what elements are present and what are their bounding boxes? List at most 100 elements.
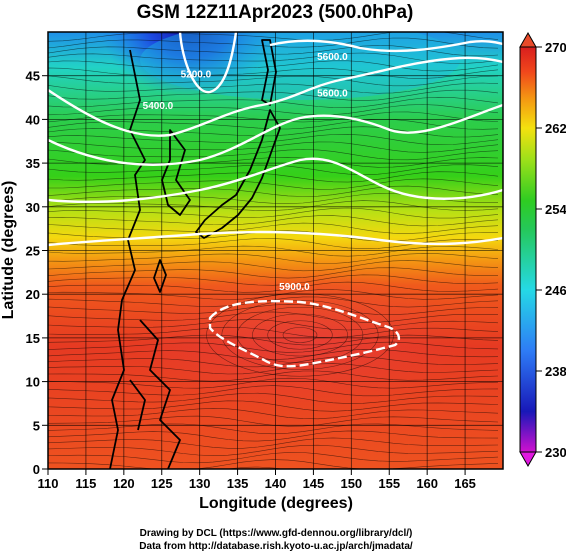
colorbar-tick-label: 262 <box>545 121 566 136</box>
colorbar-ticks: 230 238 246 254 262 270 <box>536 40 566 460</box>
streamline <box>48 437 499 449</box>
streamline <box>48 341 499 353</box>
y-tick-label: 40 <box>26 112 40 127</box>
vortex-streamline <box>221 300 379 370</box>
vortex-streamline <box>252 313 348 357</box>
colorbar-tick-label: 230 <box>545 445 566 460</box>
streamline <box>48 253 499 264</box>
x-tick-label: 110 <box>38 476 59 491</box>
streamline <box>48 392 499 404</box>
contour-5600 <box>48 103 503 167</box>
contour-label: 5400.0 <box>143 101 174 112</box>
colorbar-tick-label: 270 <box>545 40 566 55</box>
colorbar: 230 238 246 254 262 270 <box>519 31 566 468</box>
vortex-streamline <box>267 320 333 350</box>
y-tick-label: 30 <box>26 200 40 215</box>
streamline <box>48 415 499 427</box>
streamline <box>48 178 499 190</box>
colorbar-tick-label: 254 <box>545 202 566 217</box>
contour-5400 <box>48 56 503 137</box>
contour-label: 5600.0 <box>317 52 348 63</box>
contour-labels: 5600.0 5600.0 5400.0 5200.0 5900.0 <box>143 52 348 293</box>
streamline <box>48 126 499 138</box>
streamline <box>48 60 499 72</box>
y-tick-label: 35 <box>26 156 40 171</box>
streamline <box>48 311 499 323</box>
x-axis-label: Longitude (degrees) <box>199 495 353 512</box>
streamline <box>48 444 499 457</box>
streamline <box>48 222 499 234</box>
sakhalin-coastline <box>261 39 277 106</box>
streamline <box>225 466 285 469</box>
streamline <box>48 141 499 153</box>
asia-coastline <box>109 49 146 469</box>
y-axis-label: Latitude (degrees) <box>0 181 17 320</box>
streamline <box>48 37 499 49</box>
x-tick-label: 120 <box>113 476 135 491</box>
streamline <box>48 67 499 79</box>
contour-label: 5600.0 <box>317 89 348 100</box>
streamline <box>48 260 499 272</box>
streamline <box>48 104 499 116</box>
y-tick-label: 25 <box>26 244 40 259</box>
streamline <box>48 334 499 346</box>
streamline <box>48 274 499 286</box>
x-tick-label: 130 <box>189 476 211 491</box>
footer-drawing-credit: Drawing by DCL (https://www.gfd-dennou.o… <box>140 528 413 539</box>
x-tick-label: 140 <box>265 476 287 491</box>
contour-label: 5200.0 <box>181 69 212 80</box>
streamline <box>48 303 499 316</box>
vortex-streamline <box>282 327 318 343</box>
y-tick-label: 45 <box>26 69 40 84</box>
streamline <box>48 89 499 101</box>
philippines-coastline <box>129 319 181 469</box>
contour-5900 <box>208 299 401 368</box>
streamline <box>48 370 499 382</box>
x-tick-label: 115 <box>75 476 96 491</box>
x-tick-label: 160 <box>416 476 438 491</box>
streamline <box>48 348 499 361</box>
colorbar-max-arrow <box>519 31 537 48</box>
contour-label: 5900.0 <box>279 282 310 293</box>
colorbar-tick-label: 246 <box>545 283 566 298</box>
colorbar-tick-label: 238 <box>545 364 566 379</box>
streamline <box>48 400 499 412</box>
y-tick-label: 10 <box>26 375 40 390</box>
x-tick-label: 125 <box>151 476 173 491</box>
streamline <box>48 149 499 161</box>
streamline <box>48 267 498 279</box>
streamline <box>48 385 499 397</box>
streamline <box>48 133 499 146</box>
x-tick-label: 155 <box>378 476 400 491</box>
x-tick-label: 150 <box>340 476 362 491</box>
streamline <box>48 215 499 227</box>
x-tick-label: 165 <box>454 476 476 491</box>
contour-5800 <box>48 230 503 247</box>
streamline <box>48 408 499 420</box>
contour-5200 <box>178 32 238 94</box>
x-tick-label: 145 <box>303 476 325 491</box>
streamline <box>48 326 499 338</box>
streamline <box>48 32 499 42</box>
vortex-streamline <box>236 306 364 364</box>
streamline <box>48 245 499 257</box>
streamline <box>48 75 499 87</box>
streamline <box>48 185 499 197</box>
colorbar-body <box>519 46 537 453</box>
streamline <box>48 430 499 442</box>
korea-coastline <box>161 129 191 216</box>
vortex-streamline <box>206 293 394 377</box>
contour-5700 <box>48 157 503 204</box>
streamline <box>48 171 499 183</box>
streamline <box>48 363 499 375</box>
coastline-layer <box>109 39 281 469</box>
y-tick-label: 20 <box>26 287 40 302</box>
streamline <box>48 377 499 389</box>
streamline <box>48 207 499 219</box>
field-layer: 5600.0 5600.0 5400.0 5200.0 5900.0 <box>48 32 503 469</box>
contour-5600-upper <box>269 39 503 53</box>
colorbar-min-arrow <box>519 451 537 468</box>
y-axis: 0 5 10 15 20 25 30 35 40 45 <box>26 69 48 477</box>
